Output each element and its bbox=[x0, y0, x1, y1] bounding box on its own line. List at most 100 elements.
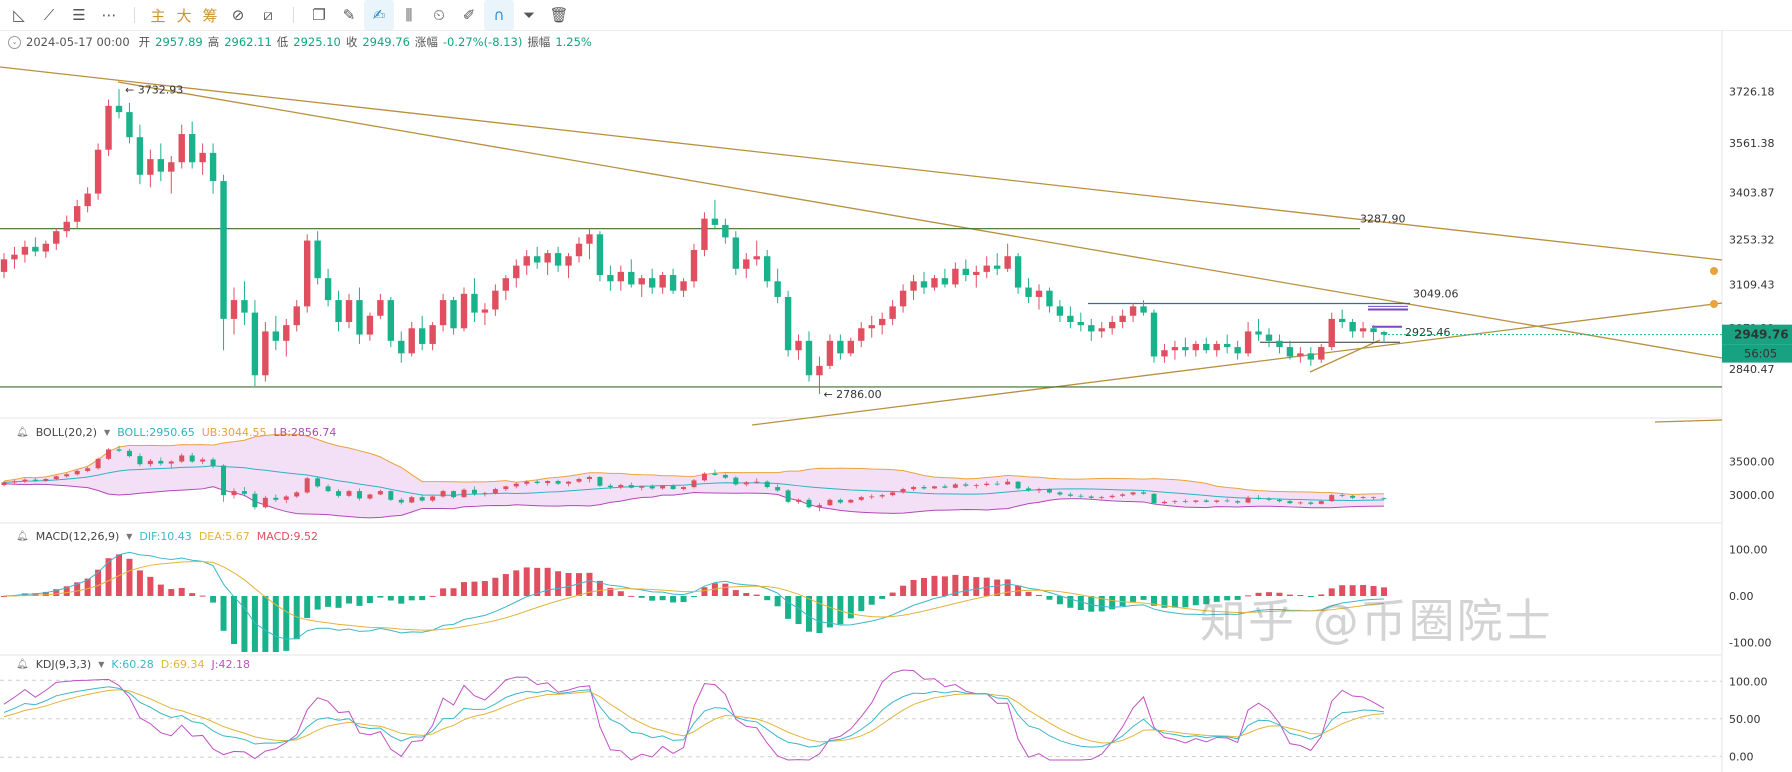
macd-histogram-bar bbox=[565, 573, 572, 596]
candle bbox=[429, 322, 436, 351]
macd-histogram-bar bbox=[283, 596, 290, 651]
candle bbox=[805, 331, 813, 382]
candle-body bbox=[983, 265, 990, 272]
clock-icon[interactable]: ⏲ bbox=[433, 6, 445, 24]
candle-body bbox=[586, 234, 593, 244]
boll-candle-body bbox=[1046, 489, 1052, 493]
boll-candle-body bbox=[900, 489, 906, 493]
watermark: 知乎 @币圈院士 bbox=[1200, 594, 1553, 648]
macd-histogram-bar bbox=[941, 576, 948, 596]
candle bbox=[115, 89, 123, 119]
boll-candle-body bbox=[911, 487, 917, 490]
caret-down-icon[interactable]: ▼ bbox=[126, 532, 133, 541]
boll-candle-body bbox=[618, 485, 624, 488]
candle bbox=[1014, 253, 1022, 294]
macd-histogram-bar bbox=[1109, 596, 1116, 610]
boll-candle-body bbox=[1224, 500, 1230, 502]
indicator-icon[interactable]: ⊘ bbox=[231, 6, 245, 24]
bell-icon[interactable]: 🔔︎ bbox=[16, 531, 29, 542]
main-button[interactable]: 主 bbox=[150, 6, 166, 25]
big-button[interactable]: 大 bbox=[176, 6, 192, 25]
candle-body bbox=[366, 315, 374, 335]
boll-candle-body bbox=[398, 499, 404, 503]
bell-icon[interactable]: 🔔︎ bbox=[16, 427, 29, 438]
candle-body bbox=[1203, 343, 1210, 351]
candle-body bbox=[628, 271, 635, 285]
candle bbox=[1129, 303, 1137, 323]
candle-body bbox=[805, 340, 813, 376]
candle bbox=[1077, 312, 1085, 332]
macd-histogram-bar bbox=[335, 596, 342, 608]
toolbar-divider bbox=[134, 7, 135, 23]
trash-icon[interactable]: 🗑 bbox=[549, 6, 569, 24]
amplitude-label: 振幅 bbox=[527, 35, 551, 49]
macd-histogram-bar bbox=[534, 567, 541, 596]
kdj-legend: 🔔︎ KDJ(9,3,3) ▼ K:60.28 D:69.34 J:42.18 bbox=[16, 658, 250, 671]
boll-candle-body bbox=[231, 491, 237, 496]
boll-candle-body bbox=[524, 481, 530, 484]
candles-icon[interactable]: ⫼ bbox=[405, 6, 413, 24]
boll-candle-body bbox=[179, 455, 185, 462]
boll-candle-body bbox=[1329, 495, 1335, 502]
chip-button[interactable]: 筹 bbox=[202, 6, 218, 25]
candle bbox=[1161, 343, 1168, 363]
macd-histogram-bar bbox=[95, 569, 102, 596]
candle-body bbox=[1171, 347, 1179, 351]
trend-line bbox=[751, 302, 1723, 426]
macd-histogram-bar bbox=[879, 596, 886, 599]
change-label: 涨幅 bbox=[414, 35, 438, 49]
trendline-icon[interactable]: ◺ bbox=[13, 6, 25, 24]
candle-body bbox=[690, 249, 698, 282]
macd-histogram-bar bbox=[262, 596, 269, 652]
boll-candle-body bbox=[545, 481, 551, 484]
boll-candle-body bbox=[294, 492, 300, 497]
draw-icon[interactable]: ✍ bbox=[364, 0, 394, 30]
macd-histogram-bar bbox=[1224, 596, 1231, 601]
candle bbox=[0, 253, 8, 279]
measure-icon[interactable]: ⟋ bbox=[43, 6, 55, 24]
candle bbox=[105, 99, 112, 156]
filter-icon[interactable]: ⏷ bbox=[522, 6, 535, 24]
candle-body bbox=[1077, 322, 1085, 326]
macd-histogram-bar bbox=[440, 588, 447, 596]
macd-histogram-bar bbox=[419, 596, 426, 601]
macd-histogram-bar bbox=[670, 596, 677, 603]
d-legend: D:69.34 bbox=[160, 658, 205, 671]
layers-icon[interactable]: ❐ bbox=[312, 6, 326, 24]
bell-icon[interactable]: 🔔︎ bbox=[16, 659, 29, 670]
macd-histogram-bar bbox=[638, 596, 645, 598]
caret-down-icon[interactable]: ▼ bbox=[98, 660, 105, 669]
boll-candle-body bbox=[419, 497, 425, 501]
boll-candle-body bbox=[356, 491, 362, 499]
collapse-icon[interactable]: ⌄ bbox=[8, 35, 21, 49]
caret-down-icon[interactable]: ▼ bbox=[104, 428, 111, 437]
lines-icon[interactable]: ☰ bbox=[72, 6, 86, 24]
compare-icon[interactable]: ⧄ bbox=[263, 6, 273, 24]
candle-body bbox=[283, 325, 290, 341]
candle bbox=[471, 278, 478, 323]
candle-body bbox=[502, 278, 510, 291]
boll-candle-body bbox=[336, 491, 342, 496]
candle-body bbox=[1182, 347, 1189, 351]
candle bbox=[816, 356, 823, 395]
boll-candle-body bbox=[963, 484, 969, 486]
candle bbox=[345, 293, 353, 329]
macd-histogram-bar bbox=[753, 594, 760, 596]
magnet-icon[interactable]: ∩ bbox=[484, 0, 514, 30]
open-label: 开 bbox=[138, 35, 151, 49]
candle bbox=[837, 334, 844, 360]
amplitude-value: 1.25% bbox=[555, 35, 592, 49]
boll-candle-body bbox=[11, 481, 17, 483]
level-label: 3049.06 bbox=[1413, 288, 1459, 301]
candle-body bbox=[230, 300, 238, 319]
pencil-icon[interactable]: ✎ bbox=[342, 6, 356, 24]
more-icon[interactable]: ⋯ bbox=[101, 6, 117, 24]
macd-histogram-bar bbox=[764, 596, 771, 601]
candle-body bbox=[554, 253, 562, 266]
candle-body bbox=[774, 281, 781, 297]
note-icon[interactable]: ✐ bbox=[462, 6, 476, 24]
candle bbox=[230, 287, 238, 335]
boll-candle-body bbox=[1161, 501, 1167, 504]
boll-candle-body bbox=[482, 493, 488, 494]
